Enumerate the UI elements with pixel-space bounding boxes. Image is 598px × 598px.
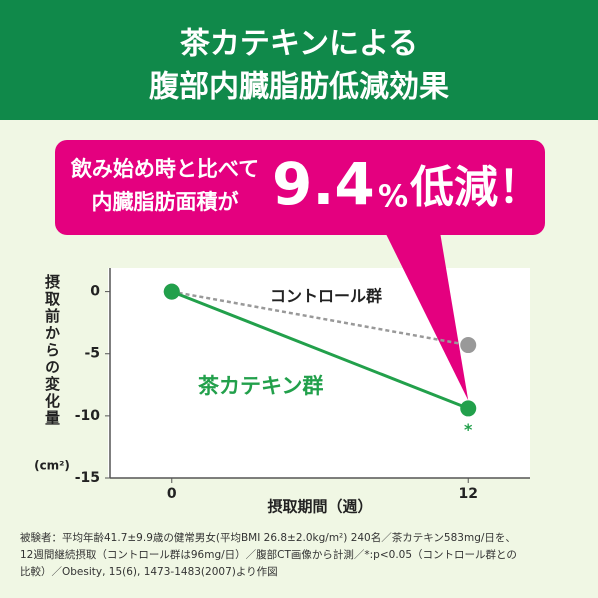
callout-value: 9.4	[272, 150, 375, 218]
x-tick-label: 0	[167, 486, 177, 502]
data-point	[460, 400, 477, 417]
footnote: 12週間継続摂取（コントロール群は96mg/日）／腹部CT画像から計測／*:p<…	[20, 548, 517, 561]
series-label: コントロール群	[270, 287, 382, 306]
title: 腹部内臓脂肪低減効果	[149, 70, 449, 105]
y-tick-label: -10	[75, 408, 101, 424]
title: 茶カテキンによる	[180, 27, 418, 62]
series-label: 茶カテキン群	[198, 374, 323, 398]
significance-mark: *	[464, 420, 473, 439]
data-point	[163, 283, 180, 300]
title-banner	[0, 0, 598, 120]
callout-unit: %	[378, 180, 408, 215]
y-tick-label: -5	[84, 346, 100, 362]
callout-box	[55, 140, 545, 235]
callout: 飲み始め時と比べて 内臓脂肪面積が 9.4 % 低減！	[55, 140, 545, 235]
x-tick-label: 12	[458, 486, 477, 502]
callout-pointer	[385, 232, 469, 401]
callout-text: 内臓脂肪面積が	[92, 190, 239, 214]
y-axis-label: 摂取前からの変化量	[43, 273, 61, 427]
footnote: 比較）／Obesity, 15(6), 1473-1483(2007)より作図	[20, 565, 278, 578]
callout-suffix: 低減！	[410, 162, 542, 213]
y-tick-label: -15	[75, 470, 100, 486]
y-tick-label: 0	[90, 284, 100, 300]
callout-text: 飲み始め時と比べて	[70, 157, 259, 181]
x-axis-label: 摂取期間（週）	[267, 498, 372, 516]
series-line	[171, 290, 469, 410]
y-axis-unit: (cm²)	[34, 459, 70, 473]
footnote: 被験者：平均年齢41.7±9.9歳の健常男女(平均BMI 26.8±2.0kg/…	[20, 531, 516, 544]
series-line	[171, 290, 469, 347]
data-point	[460, 337, 477, 354]
